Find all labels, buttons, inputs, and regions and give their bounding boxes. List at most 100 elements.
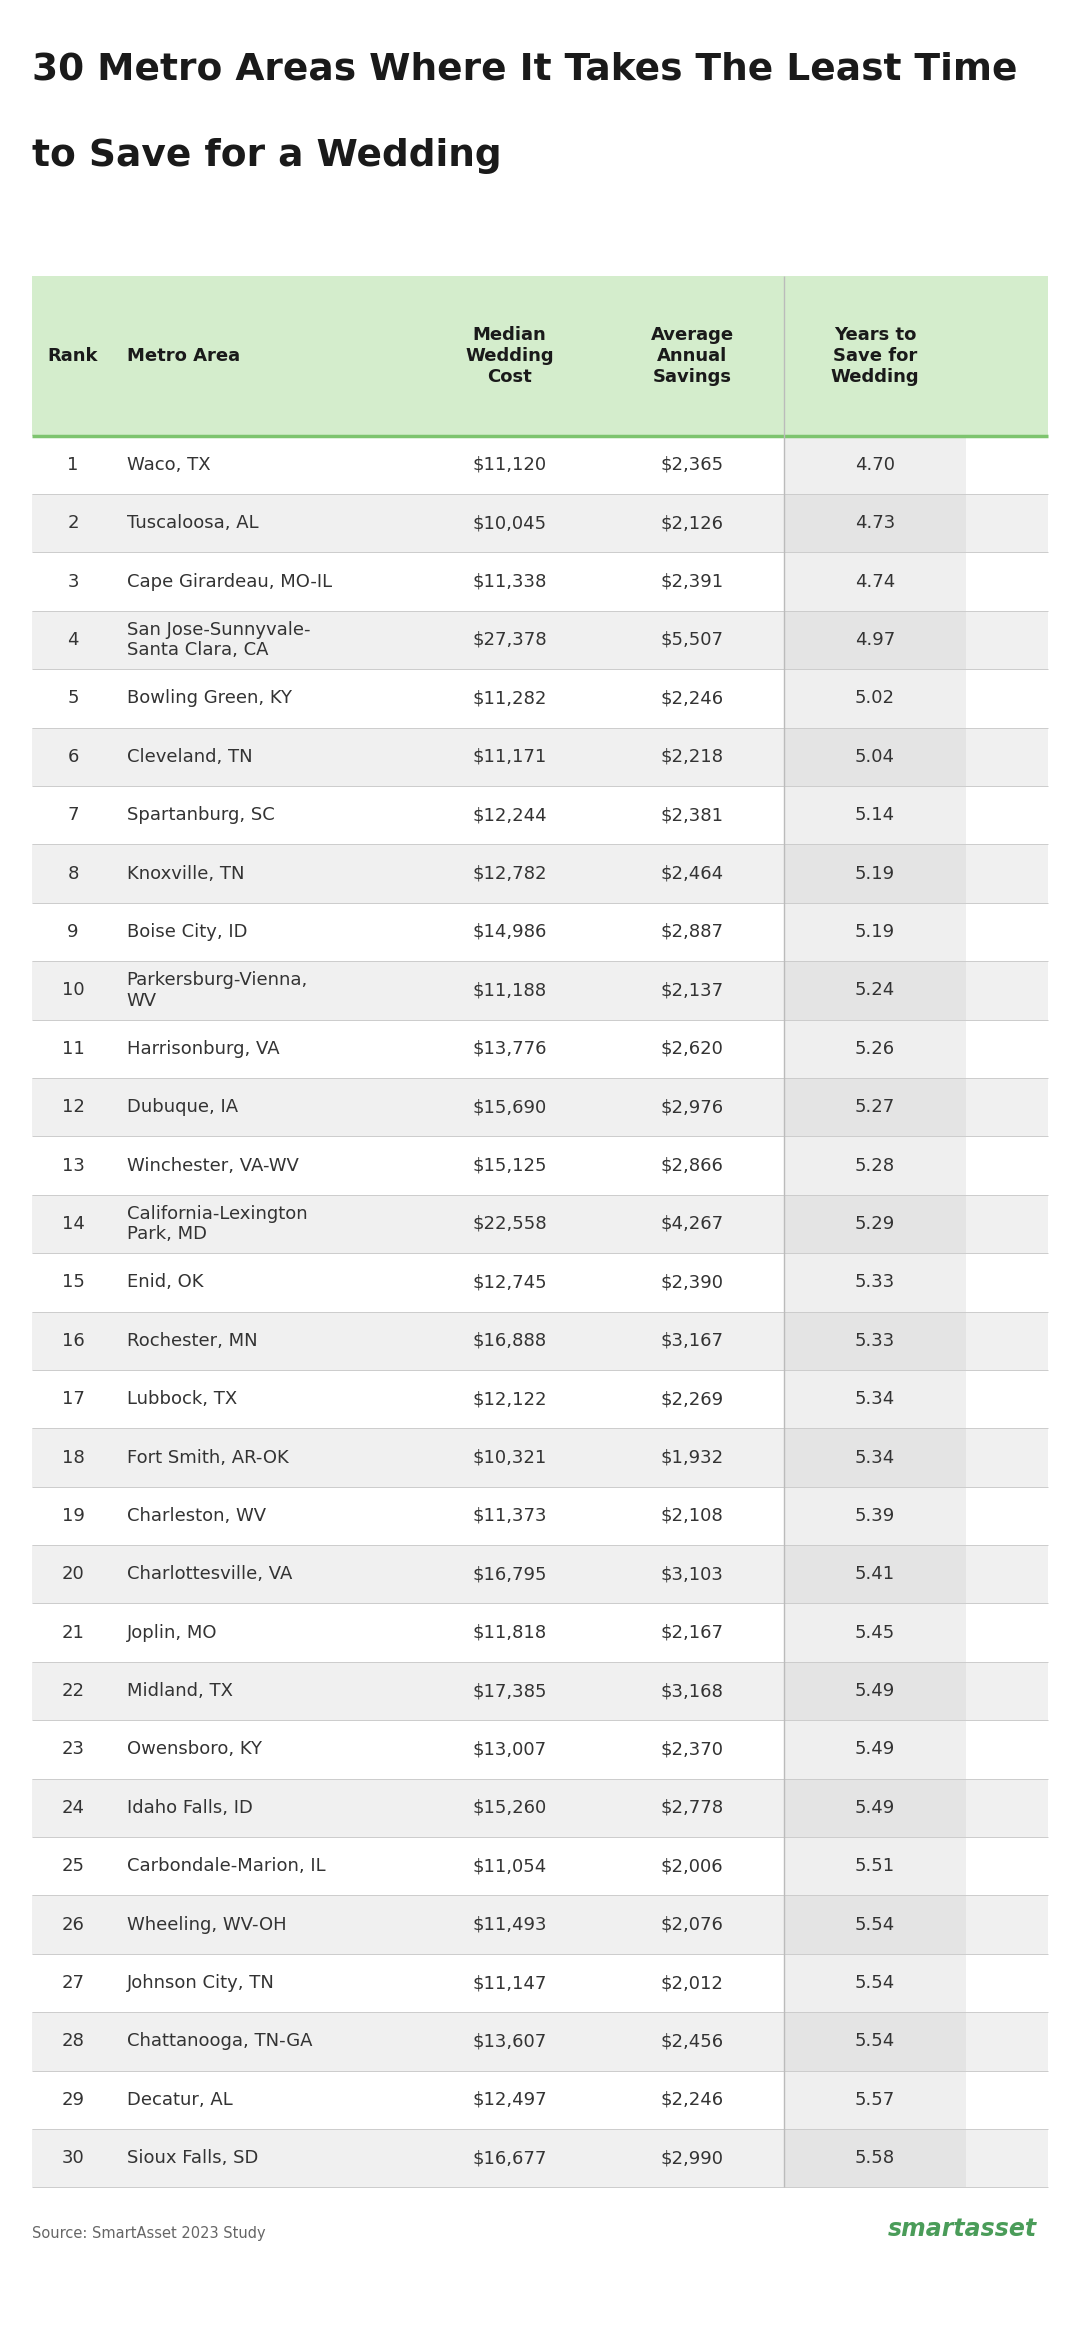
Text: 5.57: 5.57 <box>855 2091 895 2108</box>
Text: 5.29: 5.29 <box>855 1215 895 1232</box>
Bar <box>32 1604 1048 1663</box>
Text: Cleveland, TN: Cleveland, TN <box>126 747 253 766</box>
Text: 23: 23 <box>62 1740 84 1759</box>
Text: 5.33: 5.33 <box>855 1274 895 1290</box>
Text: Charlottesville, VA: Charlottesville, VA <box>126 1564 292 1583</box>
Text: $11,282: $11,282 <box>472 689 546 707</box>
Text: 5.19: 5.19 <box>855 923 895 941</box>
Text: $10,045: $10,045 <box>472 515 546 532</box>
Text: $11,120: $11,120 <box>472 457 546 473</box>
Text: 5.19: 5.19 <box>855 864 895 883</box>
Text: Median
Wedding
Cost: Median Wedding Cost <box>465 326 554 386</box>
Text: $16,795: $16,795 <box>472 1564 546 1583</box>
Text: 21: 21 <box>62 1623 84 1642</box>
Text: 3: 3 <box>67 571 79 590</box>
Text: Owensboro, KY: Owensboro, KY <box>126 1740 261 1759</box>
Text: San Jose-Sunnyvale-
Santa Clara, CA: San Jose-Sunnyvale- Santa Clara, CA <box>126 621 310 660</box>
Text: Midland, TX: Midland, TX <box>126 1682 232 1700</box>
Bar <box>784 1546 967 1604</box>
Text: 16: 16 <box>62 1333 84 1349</box>
Text: 30: 30 <box>62 2150 84 2166</box>
Text: $2,012: $2,012 <box>661 1974 724 1993</box>
Text: $13,607: $13,607 <box>472 2033 546 2052</box>
Bar <box>784 1663 967 1721</box>
Text: Bowling Green, KY: Bowling Green, KY <box>126 689 292 707</box>
Text: 5.28: 5.28 <box>855 1157 895 1176</box>
Text: $2,620: $2,620 <box>661 1040 724 1059</box>
Text: $2,456: $2,456 <box>661 2033 724 2052</box>
Bar <box>784 728 967 787</box>
Text: $2,269: $2,269 <box>661 1391 724 1408</box>
Text: 5.49: 5.49 <box>855 1682 895 1700</box>
Text: 5.54: 5.54 <box>855 2033 895 2052</box>
Text: 29: 29 <box>62 2091 84 2108</box>
Text: $1,932: $1,932 <box>661 1447 724 1466</box>
Bar <box>784 1953 967 2012</box>
Text: 5.58: 5.58 <box>855 2150 895 2166</box>
Bar <box>784 1721 967 1778</box>
Text: Winchester, VA-WV: Winchester, VA-WV <box>126 1157 298 1176</box>
Text: 5.14: 5.14 <box>855 806 895 824</box>
Text: 24: 24 <box>62 1799 84 1817</box>
Text: Charleston, WV: Charleston, WV <box>126 1506 266 1525</box>
Text: 5.27: 5.27 <box>855 1098 895 1117</box>
Text: $2,370: $2,370 <box>661 1740 724 1759</box>
Text: 2: 2 <box>67 515 79 532</box>
Bar <box>784 1019 967 1077</box>
Bar <box>32 1487 1048 1546</box>
Text: 5.02: 5.02 <box>855 689 895 707</box>
Bar <box>784 1253 967 1312</box>
Text: 5.41: 5.41 <box>855 1564 895 1583</box>
Text: Dubuque, IA: Dubuque, IA <box>126 1098 238 1117</box>
Text: 30 Metro Areas Where It Takes The Least Time: 30 Metro Areas Where It Takes The Least … <box>32 52 1017 87</box>
Bar <box>32 787 1048 845</box>
Bar <box>784 670 967 728</box>
Text: 4.97: 4.97 <box>855 630 895 649</box>
Text: Tuscaloosa, AL: Tuscaloosa, AL <box>126 515 258 532</box>
Text: $11,818: $11,818 <box>472 1623 546 1642</box>
Text: California-Lexington
Park, MD: California-Lexington Park, MD <box>126 1204 307 1244</box>
Bar <box>784 960 967 1019</box>
Text: 5.51: 5.51 <box>855 1857 895 1876</box>
Bar <box>784 2129 967 2187</box>
Bar <box>784 1487 967 1546</box>
Text: $2,381: $2,381 <box>661 806 724 824</box>
Text: Carbondale-Marion, IL: Carbondale-Marion, IL <box>126 1857 325 1876</box>
Text: 5.34: 5.34 <box>855 1391 895 1408</box>
Bar <box>32 1370 1048 1429</box>
Text: $2,866: $2,866 <box>661 1157 724 1176</box>
Bar <box>784 436 967 494</box>
Text: $2,218: $2,218 <box>661 747 724 766</box>
Text: $2,778: $2,778 <box>661 1799 724 1817</box>
Text: $12,122: $12,122 <box>472 1391 546 1408</box>
Text: $17,385: $17,385 <box>472 1682 546 1700</box>
Text: $11,373: $11,373 <box>472 1506 546 1525</box>
Text: $12,497: $12,497 <box>472 2091 546 2108</box>
Text: 1: 1 <box>67 457 79 473</box>
Text: $11,054: $11,054 <box>472 1857 546 1876</box>
Text: 5.26: 5.26 <box>855 1040 895 1059</box>
Text: $2,976: $2,976 <box>661 1098 724 1117</box>
Bar <box>784 1836 967 1895</box>
Text: $3,167: $3,167 <box>661 1333 724 1349</box>
Text: $2,246: $2,246 <box>661 2091 724 2108</box>
Bar <box>784 611 967 670</box>
Text: Knoxville, TN: Knoxville, TN <box>126 864 244 883</box>
Bar <box>32 1312 1048 1370</box>
Text: 5.49: 5.49 <box>855 1740 895 1759</box>
Bar <box>32 1136 1048 1194</box>
Text: $12,745: $12,745 <box>472 1274 546 1290</box>
Bar <box>784 902 967 960</box>
Text: Harrisonburg, VA: Harrisonburg, VA <box>126 1040 280 1059</box>
Text: 5.54: 5.54 <box>855 1974 895 1993</box>
Bar <box>784 787 967 845</box>
Bar <box>784 1778 967 1836</box>
Text: Metro Area: Metro Area <box>126 347 240 365</box>
Bar <box>784 1194 967 1253</box>
Text: 5: 5 <box>67 689 79 707</box>
Text: 5.04: 5.04 <box>855 747 895 766</box>
Bar <box>32 1953 1048 2012</box>
Text: 28: 28 <box>62 2033 84 2052</box>
Text: Years to
Save for
Wedding: Years to Save for Wedding <box>831 326 919 386</box>
Text: $11,188: $11,188 <box>472 981 546 1000</box>
